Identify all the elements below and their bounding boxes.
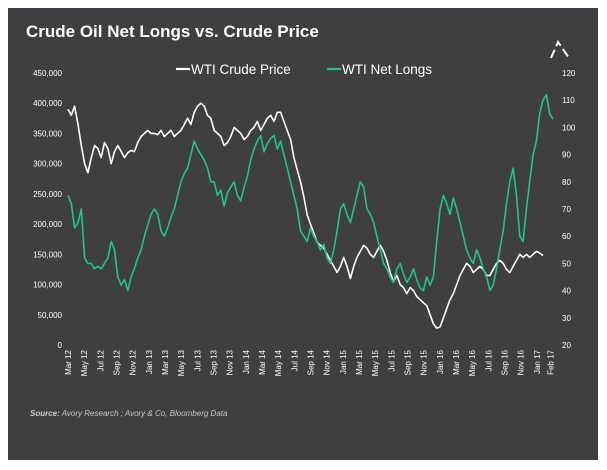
y-left-tick-label: 100,000	[33, 281, 62, 290]
y-left-tick-label: 350,000	[33, 129, 62, 138]
y-right-tick-label: 40	[562, 287, 571, 296]
x-tick-label: Mar 16	[452, 349, 461, 374]
y-left-tick-label: 50,000	[38, 311, 63, 320]
legend-label: WTI Net Longs	[342, 62, 432, 77]
x-tick-label: Jan 13	[145, 349, 154, 374]
x-tick-label: Jan 16	[436, 349, 445, 374]
y-left-tick-label: 400,000	[33, 99, 62, 108]
y-right-tick-label: 110	[562, 96, 575, 105]
x-tick-label: Sep 13	[210, 349, 219, 375]
x-tick-label: Mar 12	[64, 349, 73, 374]
y-right-tick-label: 80	[562, 178, 571, 187]
logo-mark-icon	[550, 40, 570, 59]
x-tick-label: Sep 12	[113, 349, 122, 375]
x-tick-label: May 15	[371, 349, 380, 376]
y-right-tick-label: 20	[562, 341, 571, 350]
x-tick-label: Nov 15	[420, 349, 429, 375]
x-tick-label: Jul 15	[387, 349, 396, 371]
x-tick-label: Nov 12	[129, 349, 138, 375]
y-left-tick-label: 450,000	[33, 69, 62, 78]
x-tick-label: Sep 16	[501, 349, 510, 375]
y-left-tick-label: 150,000	[33, 250, 62, 259]
y-right-tick-label: 50	[562, 259, 571, 268]
y-right-tick-label: 60	[562, 232, 571, 241]
x-tick-label: May 14	[274, 349, 283, 376]
x-tick-label: Jan 14	[242, 349, 251, 374]
y-left-tick-label: 0	[58, 341, 63, 350]
x-tick-label: Nov 14	[323, 349, 332, 375]
x-tick-label: Sep 14	[307, 349, 316, 375]
y-right-tick-label: 30	[562, 314, 571, 323]
source-text: Avory Research ; Avory & Co, Bloomberg D…	[61, 409, 228, 418]
x-tick-label: Jan 17	[533, 349, 542, 374]
y-right-tick-label: 120	[562, 69, 576, 78]
x-tick-label: Feb 17	[547, 349, 556, 374]
x-tick-label: Jul 16	[484, 349, 493, 371]
source-label: Source:	[30, 409, 60, 418]
chart-title: Crude Oil Net Longs vs. Crude Price	[26, 22, 319, 41]
y-left-tick-label: 200,000	[33, 220, 62, 229]
x-tick-label: Sep 15	[404, 349, 413, 375]
x-tick-label: Jan 15	[339, 349, 348, 374]
x-tick-label: May 13	[177, 349, 186, 376]
x-tick-label: Mar 14	[258, 349, 267, 374]
x-tick-label: Jul 14	[290, 349, 299, 371]
wti-net-longs-line	[67, 94, 554, 292]
y-left-tick-label: 250,000	[33, 190, 62, 199]
y-right-tick-label: 90	[562, 151, 571, 160]
source-note: Source: Avory Research ; Avory & Co, Blo…	[30, 409, 227, 418]
x-tick-label: Nov 13	[226, 349, 235, 375]
y-right-tick-label: 100	[562, 123, 576, 132]
x-tick-label: Nov 16	[517, 349, 526, 375]
y-right-tick-label: 70	[562, 205, 571, 214]
wti-crude-price-line	[67, 102, 544, 329]
x-tick-label: Jul 12	[96, 349, 105, 371]
x-tick-label: May 12	[80, 349, 89, 376]
y-left-tick-label: 300,000	[33, 160, 62, 169]
legend-label: WTI Crude Price	[191, 62, 291, 77]
x-tick-label: May 16	[468, 349, 477, 376]
x-tick-label: Mar 15	[355, 349, 364, 374]
x-tick-label: Jul 13	[193, 349, 202, 371]
x-tick-label: Mar 13	[161, 349, 170, 374]
